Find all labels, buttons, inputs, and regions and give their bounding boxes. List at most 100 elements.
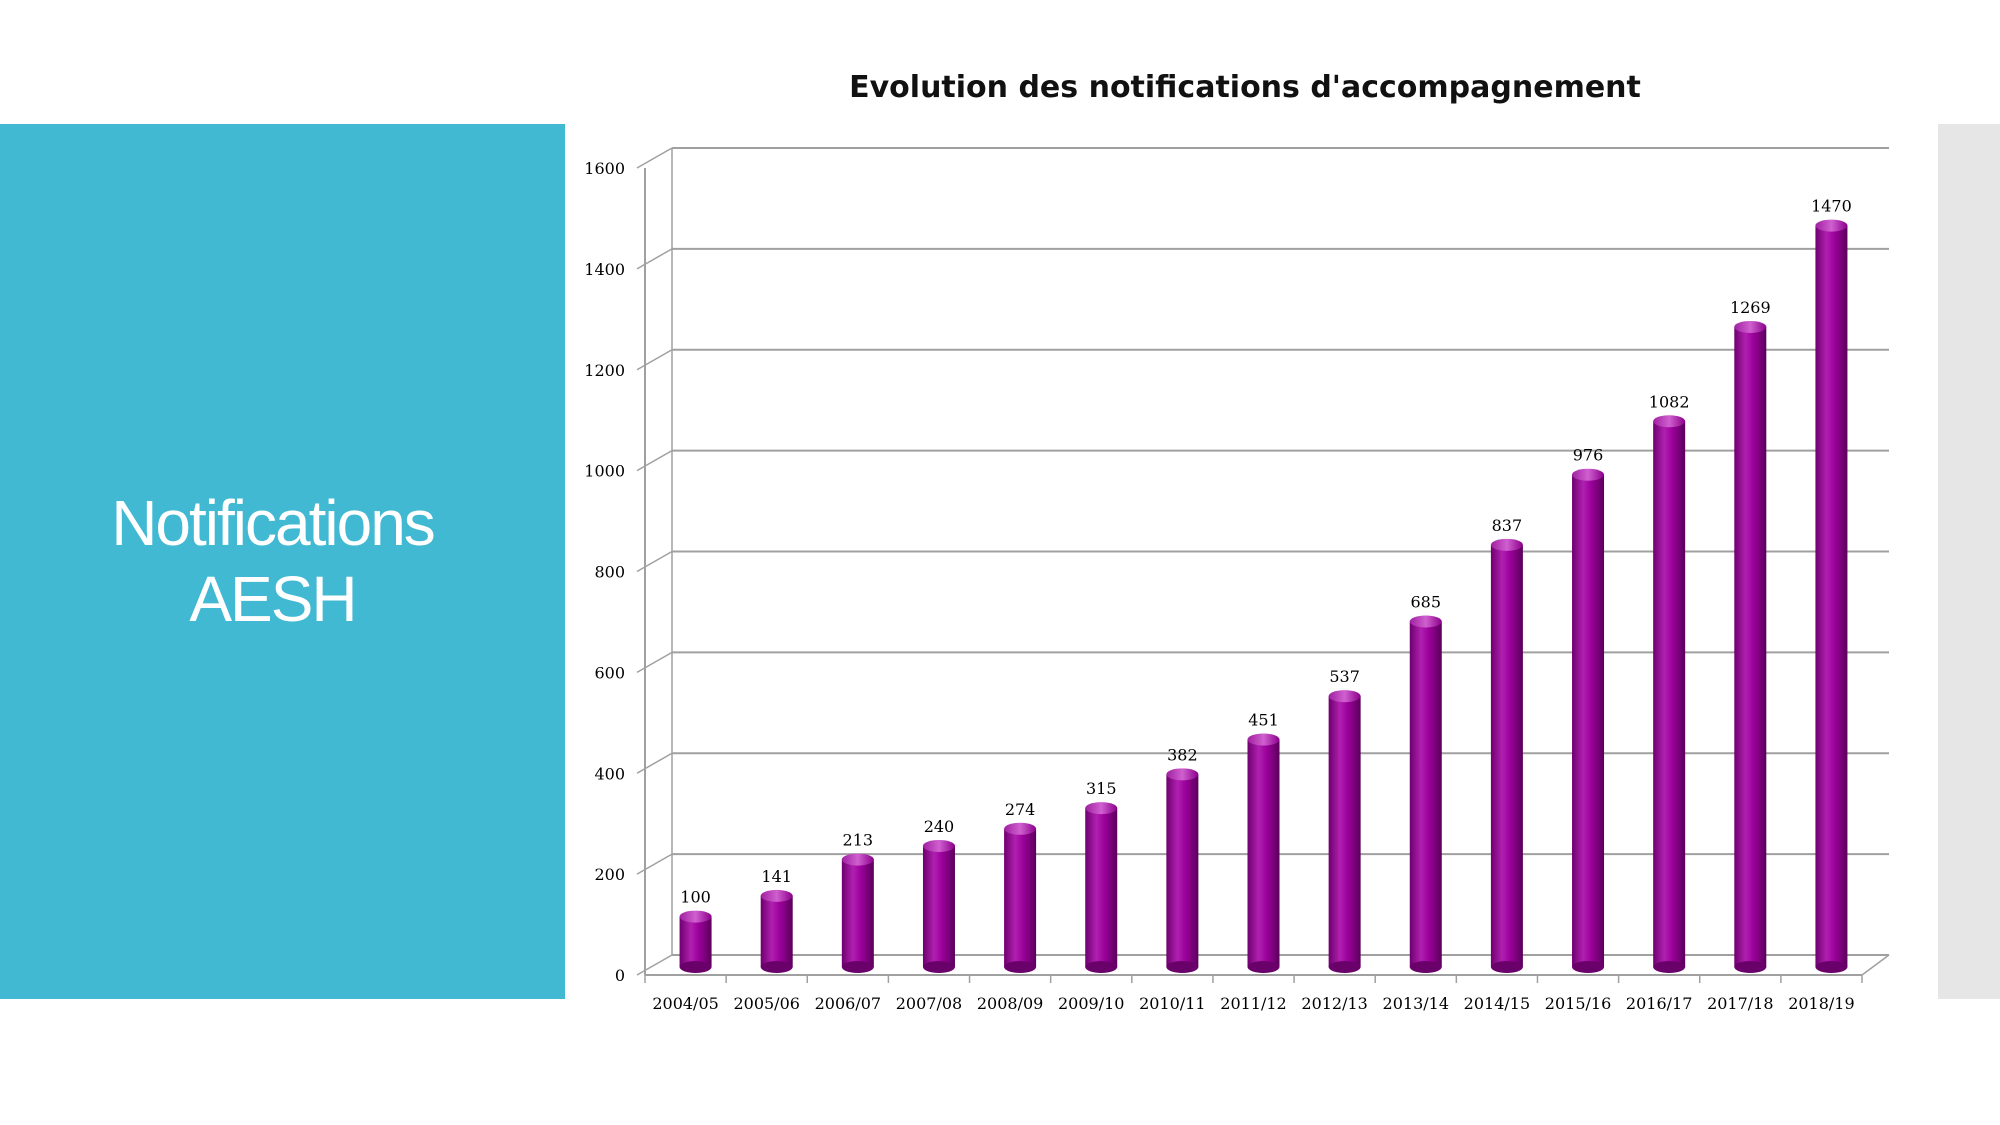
bar-cap bbox=[1085, 802, 1118, 815]
bar bbox=[1490, 538, 1523, 973]
bar-cap bbox=[1328, 690, 1361, 703]
y-tick-label: 0 bbox=[615, 966, 625, 985]
gridline-connector bbox=[636, 248, 673, 270]
bar bbox=[1166, 768, 1199, 973]
x-tick-label: 2016/17 bbox=[1626, 994, 1692, 1013]
bar-body bbox=[1815, 225, 1848, 968]
gridline-connector bbox=[636, 651, 673, 674]
data-label: 1269 bbox=[1730, 298, 1771, 317]
y-tick-label: 800 bbox=[594, 563, 625, 582]
slide-title-line-2: AESH bbox=[189, 563, 357, 635]
bar-cap bbox=[1247, 733, 1280, 746]
data-label: 100 bbox=[680, 888, 711, 907]
bar-cap bbox=[1734, 320, 1767, 333]
data-label: 141 bbox=[761, 867, 792, 886]
bar bbox=[760, 889, 793, 973]
bar-base bbox=[679, 961, 712, 973]
bar-base bbox=[1004, 961, 1037, 973]
bar-base bbox=[841, 961, 874, 973]
bar-base bbox=[922, 961, 955, 973]
right-decorative-panel bbox=[1938, 124, 2000, 999]
y-tick-label: 1200 bbox=[584, 361, 625, 380]
bar-base bbox=[1085, 961, 1118, 973]
y-tick-label: 1000 bbox=[584, 462, 625, 481]
slide-title-line-1: Notifications bbox=[111, 487, 436, 559]
bar-body bbox=[1490, 544, 1523, 967]
x-tick-label: 2015/16 bbox=[1545, 994, 1611, 1013]
bar-cap bbox=[1409, 615, 1442, 628]
x-tick-label: 2012/13 bbox=[1301, 994, 1367, 1013]
bar-cap bbox=[1572, 468, 1605, 481]
data-label: 382 bbox=[1167, 745, 1198, 764]
data-label: 1082 bbox=[1649, 392, 1690, 411]
bar-cap bbox=[1166, 768, 1199, 781]
bar bbox=[1004, 822, 1037, 973]
bar-body bbox=[1166, 774, 1199, 967]
x-tick-label: 2004/05 bbox=[652, 994, 718, 1013]
bar-cap bbox=[841, 853, 874, 866]
data-label: 837 bbox=[1492, 516, 1523, 535]
floor-edge bbox=[1861, 954, 1890, 976]
bars bbox=[679, 219, 1848, 973]
gridline-connector bbox=[636, 349, 673, 371]
x-tick-label: 2014/15 bbox=[1464, 994, 1530, 1013]
axes bbox=[644, 148, 1890, 983]
bar-cap bbox=[679, 910, 712, 923]
slide-title: Notifications AESH bbox=[0, 485, 545, 637]
x-tick-label: 2005/06 bbox=[733, 994, 799, 1013]
left-title-panel bbox=[0, 124, 565, 999]
bar bbox=[1409, 615, 1442, 973]
y-tick-label: 1400 bbox=[584, 260, 625, 279]
gridlines bbox=[636, 147, 1889, 976]
x-tick-label: 2008/09 bbox=[977, 994, 1043, 1013]
gridline-connector bbox=[636, 853, 673, 875]
bar-base bbox=[1247, 961, 1280, 973]
gridline-connector bbox=[636, 954, 673, 976]
bar bbox=[1328, 690, 1361, 973]
gridline-connector bbox=[636, 550, 673, 573]
y-tick-label: 600 bbox=[594, 663, 625, 682]
bar bbox=[1085, 802, 1118, 973]
data-label: 274 bbox=[1005, 800, 1036, 819]
bar-body bbox=[1247, 739, 1280, 967]
data-label: 685 bbox=[1410, 593, 1441, 612]
chart-title: Evolution des notifications d'accompagne… bbox=[849, 70, 1641, 105]
gridline-connector bbox=[636, 752, 673, 774]
data-label: 537 bbox=[1329, 667, 1360, 686]
data-label: 451 bbox=[1248, 711, 1279, 730]
y-tick-label: 400 bbox=[594, 764, 625, 783]
bar-body bbox=[1734, 326, 1767, 967]
gridline-connector bbox=[636, 449, 673, 472]
bar-base bbox=[760, 961, 793, 973]
bar bbox=[1815, 219, 1848, 973]
x-tick-label: 2010/11 bbox=[1139, 994, 1205, 1013]
data-label: 976 bbox=[1573, 446, 1604, 465]
bar-body bbox=[1004, 828, 1037, 967]
labels: 0 200 400 600 800 1000 1200 1400 1600 100 2004/05 1… bbox=[584, 159, 1854, 1013]
data-label: 213 bbox=[843, 831, 874, 850]
bar-body bbox=[1328, 696, 1361, 967]
bar-body bbox=[1572, 474, 1605, 967]
bar bbox=[922, 839, 955, 973]
gridline-connector bbox=[636, 147, 673, 169]
bar-base bbox=[1815, 961, 1848, 973]
x-tick-label: 2011/12 bbox=[1220, 994, 1286, 1013]
bar-body bbox=[841, 859, 874, 967]
bar bbox=[1653, 415, 1686, 973]
bar bbox=[841, 853, 874, 973]
x-tick-label: 2018/19 bbox=[1788, 994, 1854, 1013]
x-tick-label: 2017/18 bbox=[1707, 994, 1773, 1013]
bar-cap bbox=[922, 839, 955, 852]
bar-body bbox=[1085, 808, 1118, 967]
bar-body bbox=[760, 895, 793, 967]
bar-base bbox=[1490, 961, 1523, 973]
bar-base bbox=[1166, 961, 1199, 973]
bar bbox=[1734, 320, 1767, 973]
y-tick-label: 200 bbox=[594, 865, 625, 884]
bar-base bbox=[1409, 961, 1442, 973]
bar-body bbox=[679, 916, 712, 967]
x-tick-label: 2009/10 bbox=[1058, 994, 1124, 1013]
bar bbox=[1247, 733, 1280, 973]
bar-body bbox=[1409, 621, 1442, 967]
